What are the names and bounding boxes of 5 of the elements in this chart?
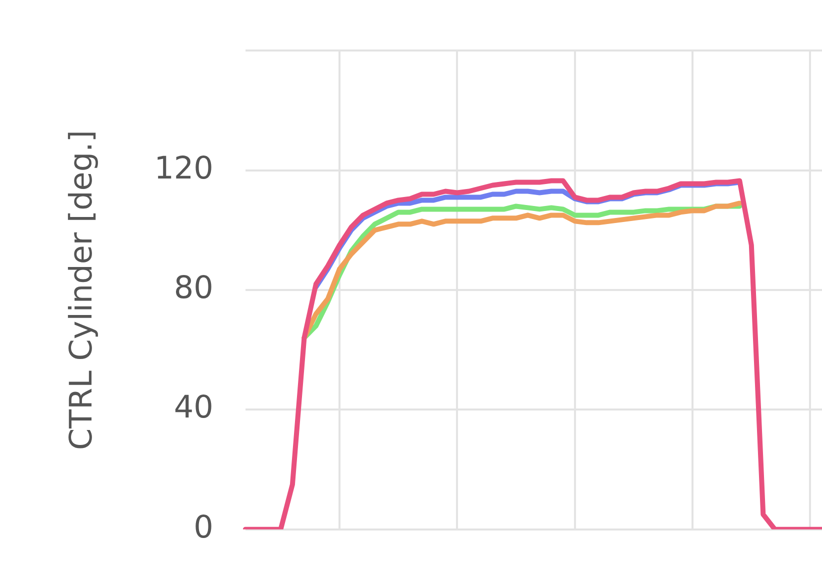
- y-tick-label: 40: [174, 390, 214, 426]
- y-tick-label: 0: [194, 509, 214, 546]
- y-tick-label: 80: [174, 270, 214, 306]
- y-tick-label: 120: [154, 150, 214, 186]
- y-axis-title: CTRL Cylinder [deg.]: [64, 130, 100, 450]
